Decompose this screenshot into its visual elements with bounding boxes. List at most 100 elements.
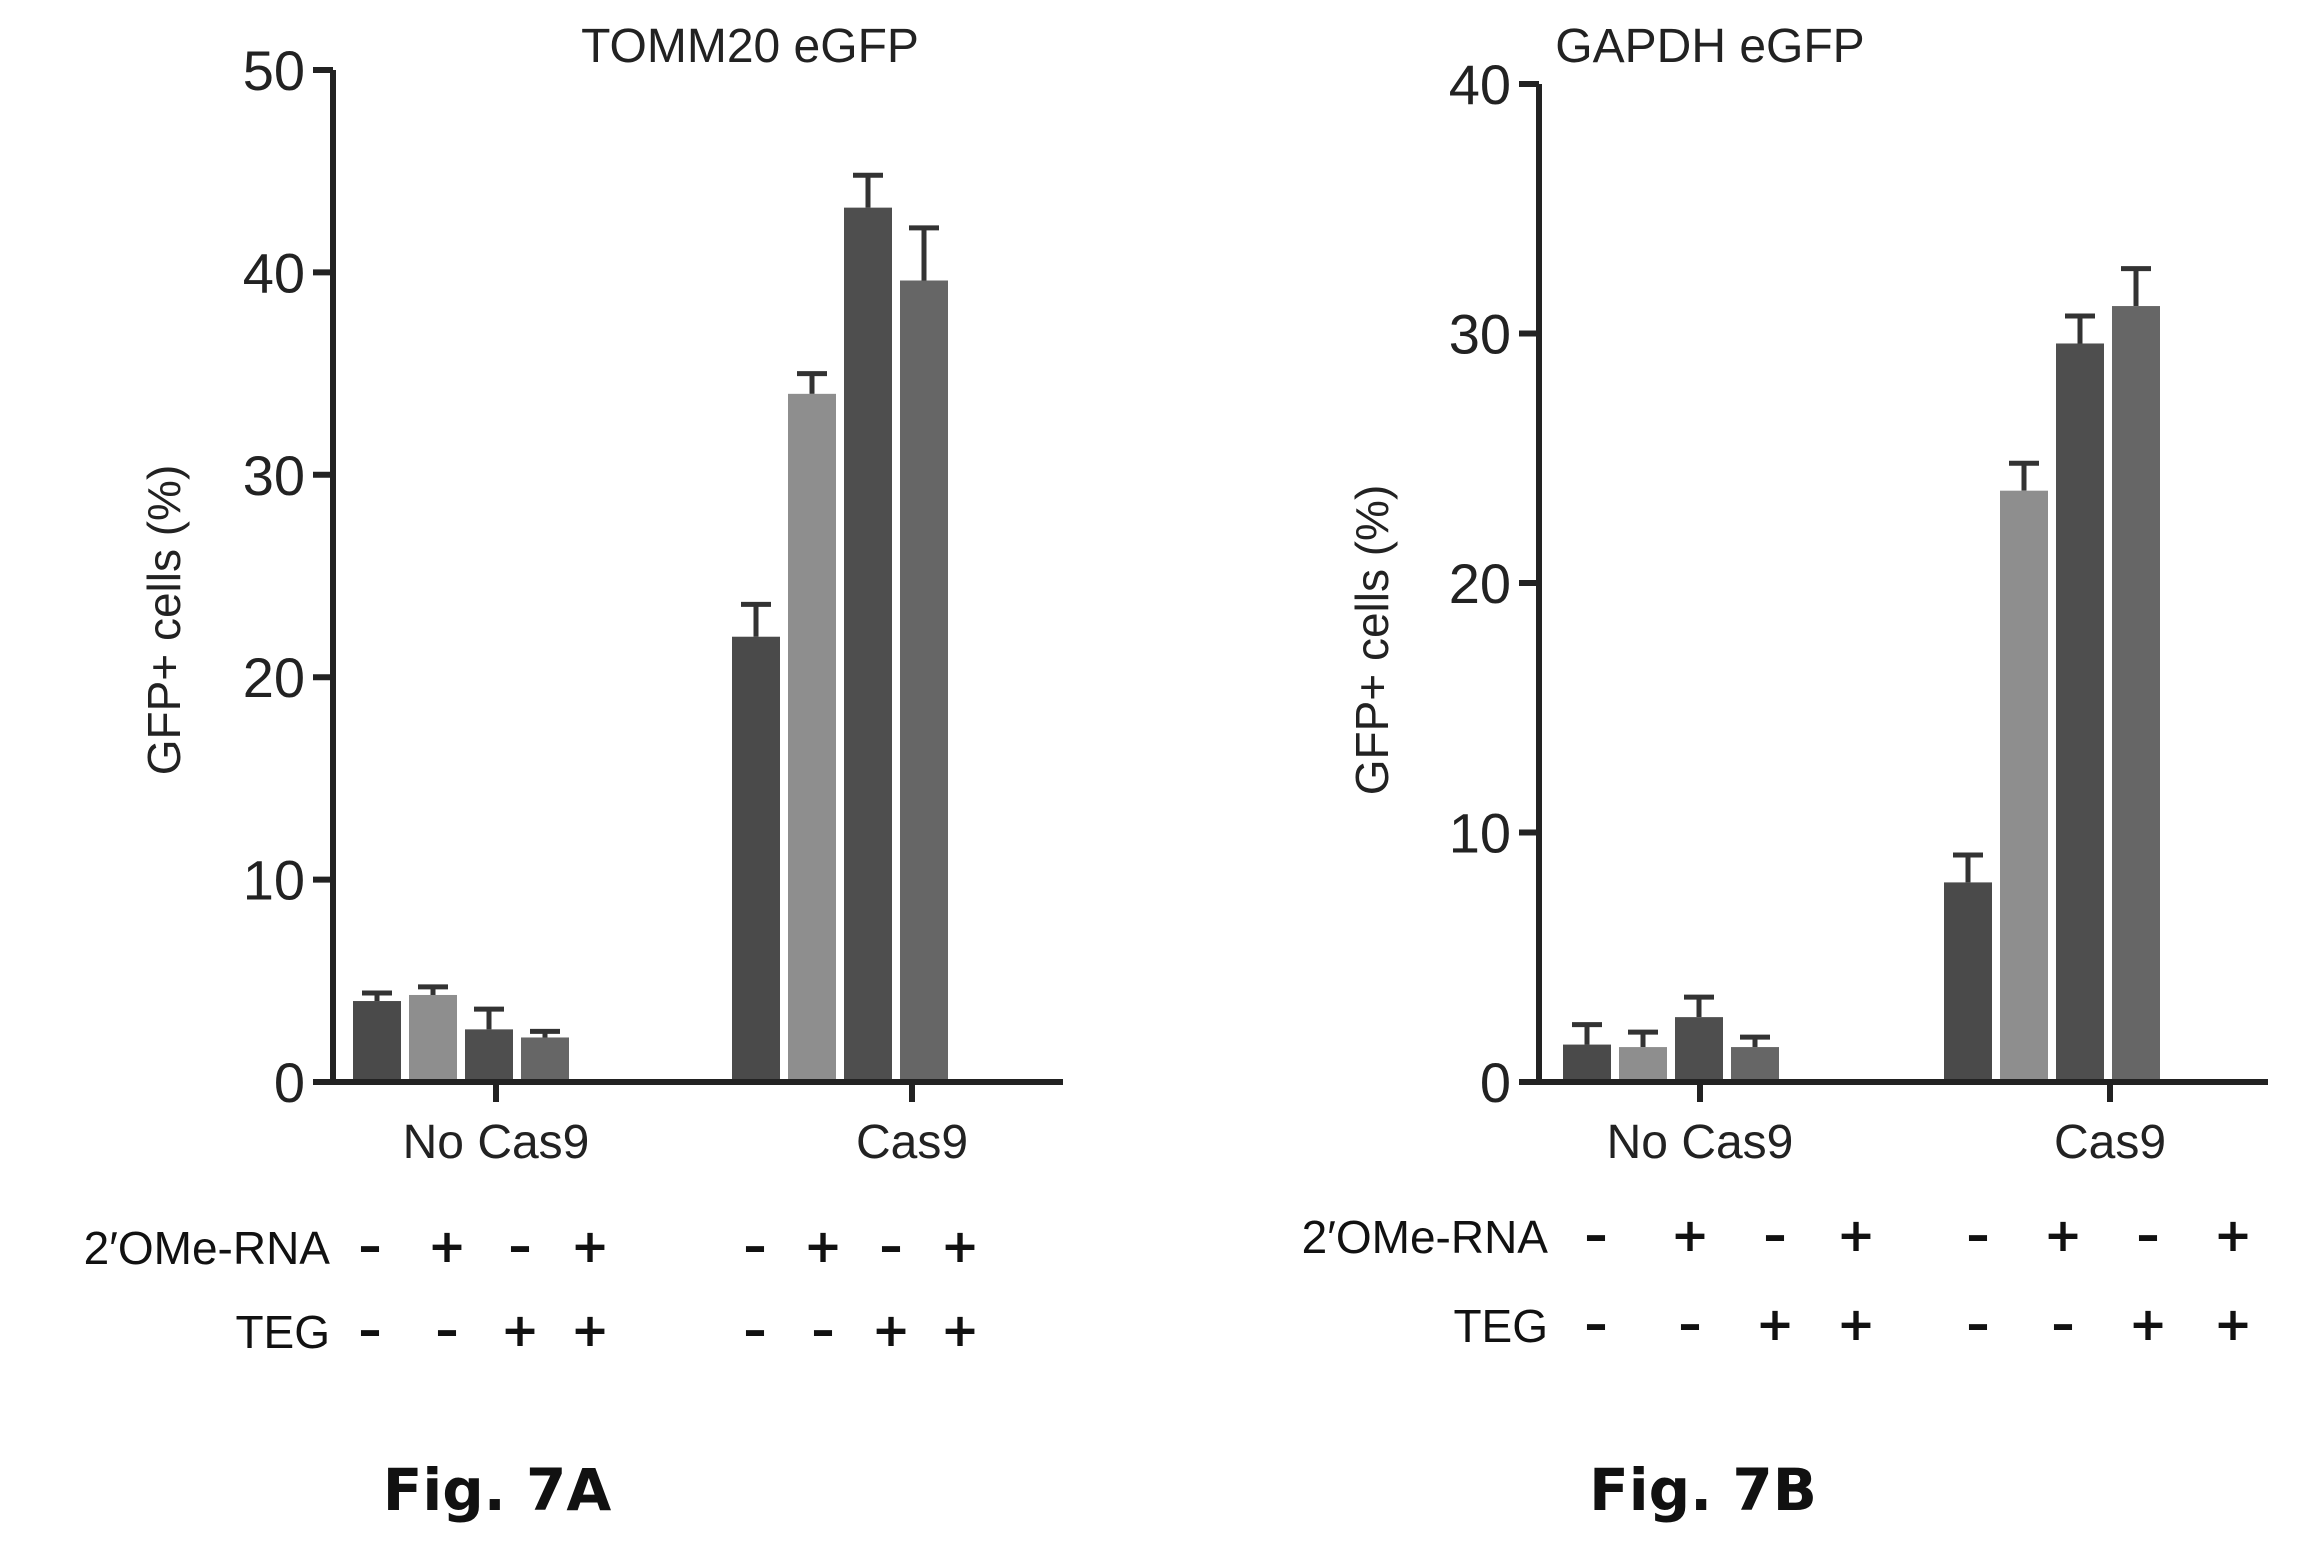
chart-a-title: TOMM20 eGFP bbox=[581, 20, 919, 73]
bar bbox=[900, 280, 948, 1083]
treatment-sign: + bbox=[2214, 1208, 2253, 1262]
chart-a-row-label-2ome-rna: 2′OMe-RNA bbox=[84, 1222, 331, 1274]
error-bar bbox=[1628, 1029, 1658, 1048]
bar bbox=[521, 1037, 569, 1082]
bar bbox=[1563, 1044, 1611, 1082]
bar bbox=[465, 1029, 513, 1082]
treatment-sign: – bbox=[436, 1303, 459, 1357]
treatment-sign: – bbox=[2137, 1208, 2160, 1262]
bar bbox=[2056, 343, 2104, 1083]
chart-a-axes bbox=[330, 70, 1063, 1085]
treatment-sign: + bbox=[428, 1219, 467, 1273]
error-bar bbox=[853, 172, 883, 208]
error-bar bbox=[1740, 1034, 1770, 1048]
treatment-sign: – bbox=[880, 1219, 903, 1273]
chart-a-ticks: 0 10 20 30 40 50 bbox=[243, 39, 915, 1114]
y-tick-label: 10 bbox=[1449, 802, 1511, 865]
chart-b-category-cas9: Cas9 bbox=[2054, 1116, 2166, 1169]
chart-b-treatment-signs: – + – + – + – +– – + + – – + + bbox=[1585, 1208, 2253, 1351]
y-tick-label: 20 bbox=[243, 646, 305, 709]
error-bar bbox=[362, 990, 392, 1002]
error-bar bbox=[1953, 852, 1983, 883]
treatment-sign: + bbox=[571, 1219, 610, 1273]
y-tick-label: 30 bbox=[1449, 303, 1511, 366]
y-tick-label: 30 bbox=[243, 444, 305, 507]
chart-a-row-label-teg: TEG bbox=[235, 1306, 330, 1358]
treatment-sign: + bbox=[1756, 1297, 1795, 1351]
figure-label-7b: Fig. 7B bbox=[1589, 1456, 1817, 1524]
error-bar bbox=[2121, 266, 2151, 307]
treatment-sign: – bbox=[812, 1303, 835, 1357]
treatment-sign: – bbox=[1679, 1297, 1702, 1351]
error-bar bbox=[909, 225, 939, 281]
chart-b-axes bbox=[1536, 84, 2268, 1085]
treatment-sign: + bbox=[501, 1303, 540, 1357]
bar bbox=[1944, 882, 1992, 1082]
chart-a-treatment-signs: – + – + – + – +– – + + – – + + bbox=[359, 1219, 980, 1357]
bar bbox=[1675, 1017, 1723, 1082]
chart-b-bars bbox=[1563, 266, 2160, 1083]
treatment-sign: – bbox=[1764, 1208, 1787, 1262]
treatment-sign: – bbox=[509, 1219, 532, 1273]
treatment-sign: + bbox=[872, 1303, 911, 1357]
bar bbox=[409, 994, 457, 1082]
treatment-sign: + bbox=[2129, 1297, 2168, 1351]
treatment-sign: + bbox=[941, 1219, 980, 1273]
panel-a: TOMM20 eGFP GFP+ cells (%) 0 10 20 30 40 50 N… bbox=[84, 20, 1063, 1524]
y-tick-label: 40 bbox=[243, 241, 305, 304]
error-bar bbox=[741, 601, 771, 637]
bar bbox=[1619, 1047, 1667, 1082]
error-bar bbox=[797, 371, 827, 394]
bar bbox=[353, 1001, 401, 1082]
bar bbox=[788, 393, 836, 1083]
treatment-sign: + bbox=[2214, 1297, 2253, 1351]
treatment-sign: + bbox=[571, 1303, 610, 1357]
treatment-sign: – bbox=[359, 1219, 382, 1273]
treatment-sign: – bbox=[1585, 1208, 1608, 1262]
chart-b-y-axis-label: GFP+ cells (%) bbox=[1346, 485, 1398, 796]
bar bbox=[1731, 1047, 1779, 1082]
y-tick-label: 50 bbox=[243, 39, 305, 102]
bar bbox=[844, 207, 892, 1082]
error-bar bbox=[530, 1028, 560, 1038]
chart-a-bars bbox=[353, 172, 948, 1083]
chart-a-category-no-cas9: No Cas9 bbox=[403, 1116, 590, 1169]
chart-a-y-axis-label: GFP+ cells (%) bbox=[138, 465, 190, 776]
treatment-sign: + bbox=[1671, 1208, 1710, 1262]
chart-b-title: GAPDH eGFP bbox=[1555, 20, 1864, 73]
treatment-sign: + bbox=[1837, 1208, 1876, 1262]
y-tick-label: 0 bbox=[274, 1051, 305, 1114]
bar bbox=[732, 636, 780, 1082]
error-bar bbox=[1572, 1022, 1602, 1045]
treatment-sign: – bbox=[1967, 1208, 1990, 1262]
error-bar bbox=[2009, 460, 2039, 491]
panel-b: GAPDH eGFP GFP+ cells (%) 0 10 20 30 40 No C… bbox=[1302, 20, 2268, 1524]
treatment-sign: – bbox=[2052, 1297, 2075, 1351]
error-bar bbox=[418, 984, 448, 995]
chart-a-category-cas9: Cas9 bbox=[856, 1116, 968, 1169]
bar bbox=[2000, 490, 2048, 1082]
treatment-sign: + bbox=[1837, 1297, 1876, 1351]
treatment-sign: – bbox=[744, 1219, 767, 1273]
figure-label-7a: Fig. 7A bbox=[383, 1456, 612, 1524]
bar bbox=[2112, 306, 2160, 1082]
chart-b-ticks: 0 10 20 30 40 bbox=[1449, 53, 2113, 1114]
error-bar bbox=[2065, 313, 2095, 344]
error-bar bbox=[1684, 994, 1714, 1018]
chart-b-row-label-teg: TEG bbox=[1453, 1300, 1548, 1352]
treatment-sign: – bbox=[744, 1303, 767, 1357]
treatment-sign: + bbox=[2044, 1208, 2083, 1262]
chart-b-category-no-cas9: No Cas9 bbox=[1607, 1116, 1794, 1169]
y-tick-label: 20 bbox=[1449, 552, 1511, 615]
treatment-sign: + bbox=[941, 1303, 980, 1357]
error-bar bbox=[474, 1006, 504, 1030]
treatment-sign: – bbox=[1967, 1297, 1990, 1351]
treatment-sign: + bbox=[804, 1219, 843, 1273]
y-tick-label: 10 bbox=[243, 849, 305, 912]
treatment-sign: – bbox=[359, 1303, 382, 1357]
treatment-sign: – bbox=[1585, 1297, 1608, 1351]
y-tick-label: 0 bbox=[1480, 1051, 1511, 1114]
chart-b-row-label-2ome-rna: 2′OMe-RNA bbox=[1302, 1211, 1549, 1263]
y-tick-label: 40 bbox=[1449, 53, 1511, 116]
